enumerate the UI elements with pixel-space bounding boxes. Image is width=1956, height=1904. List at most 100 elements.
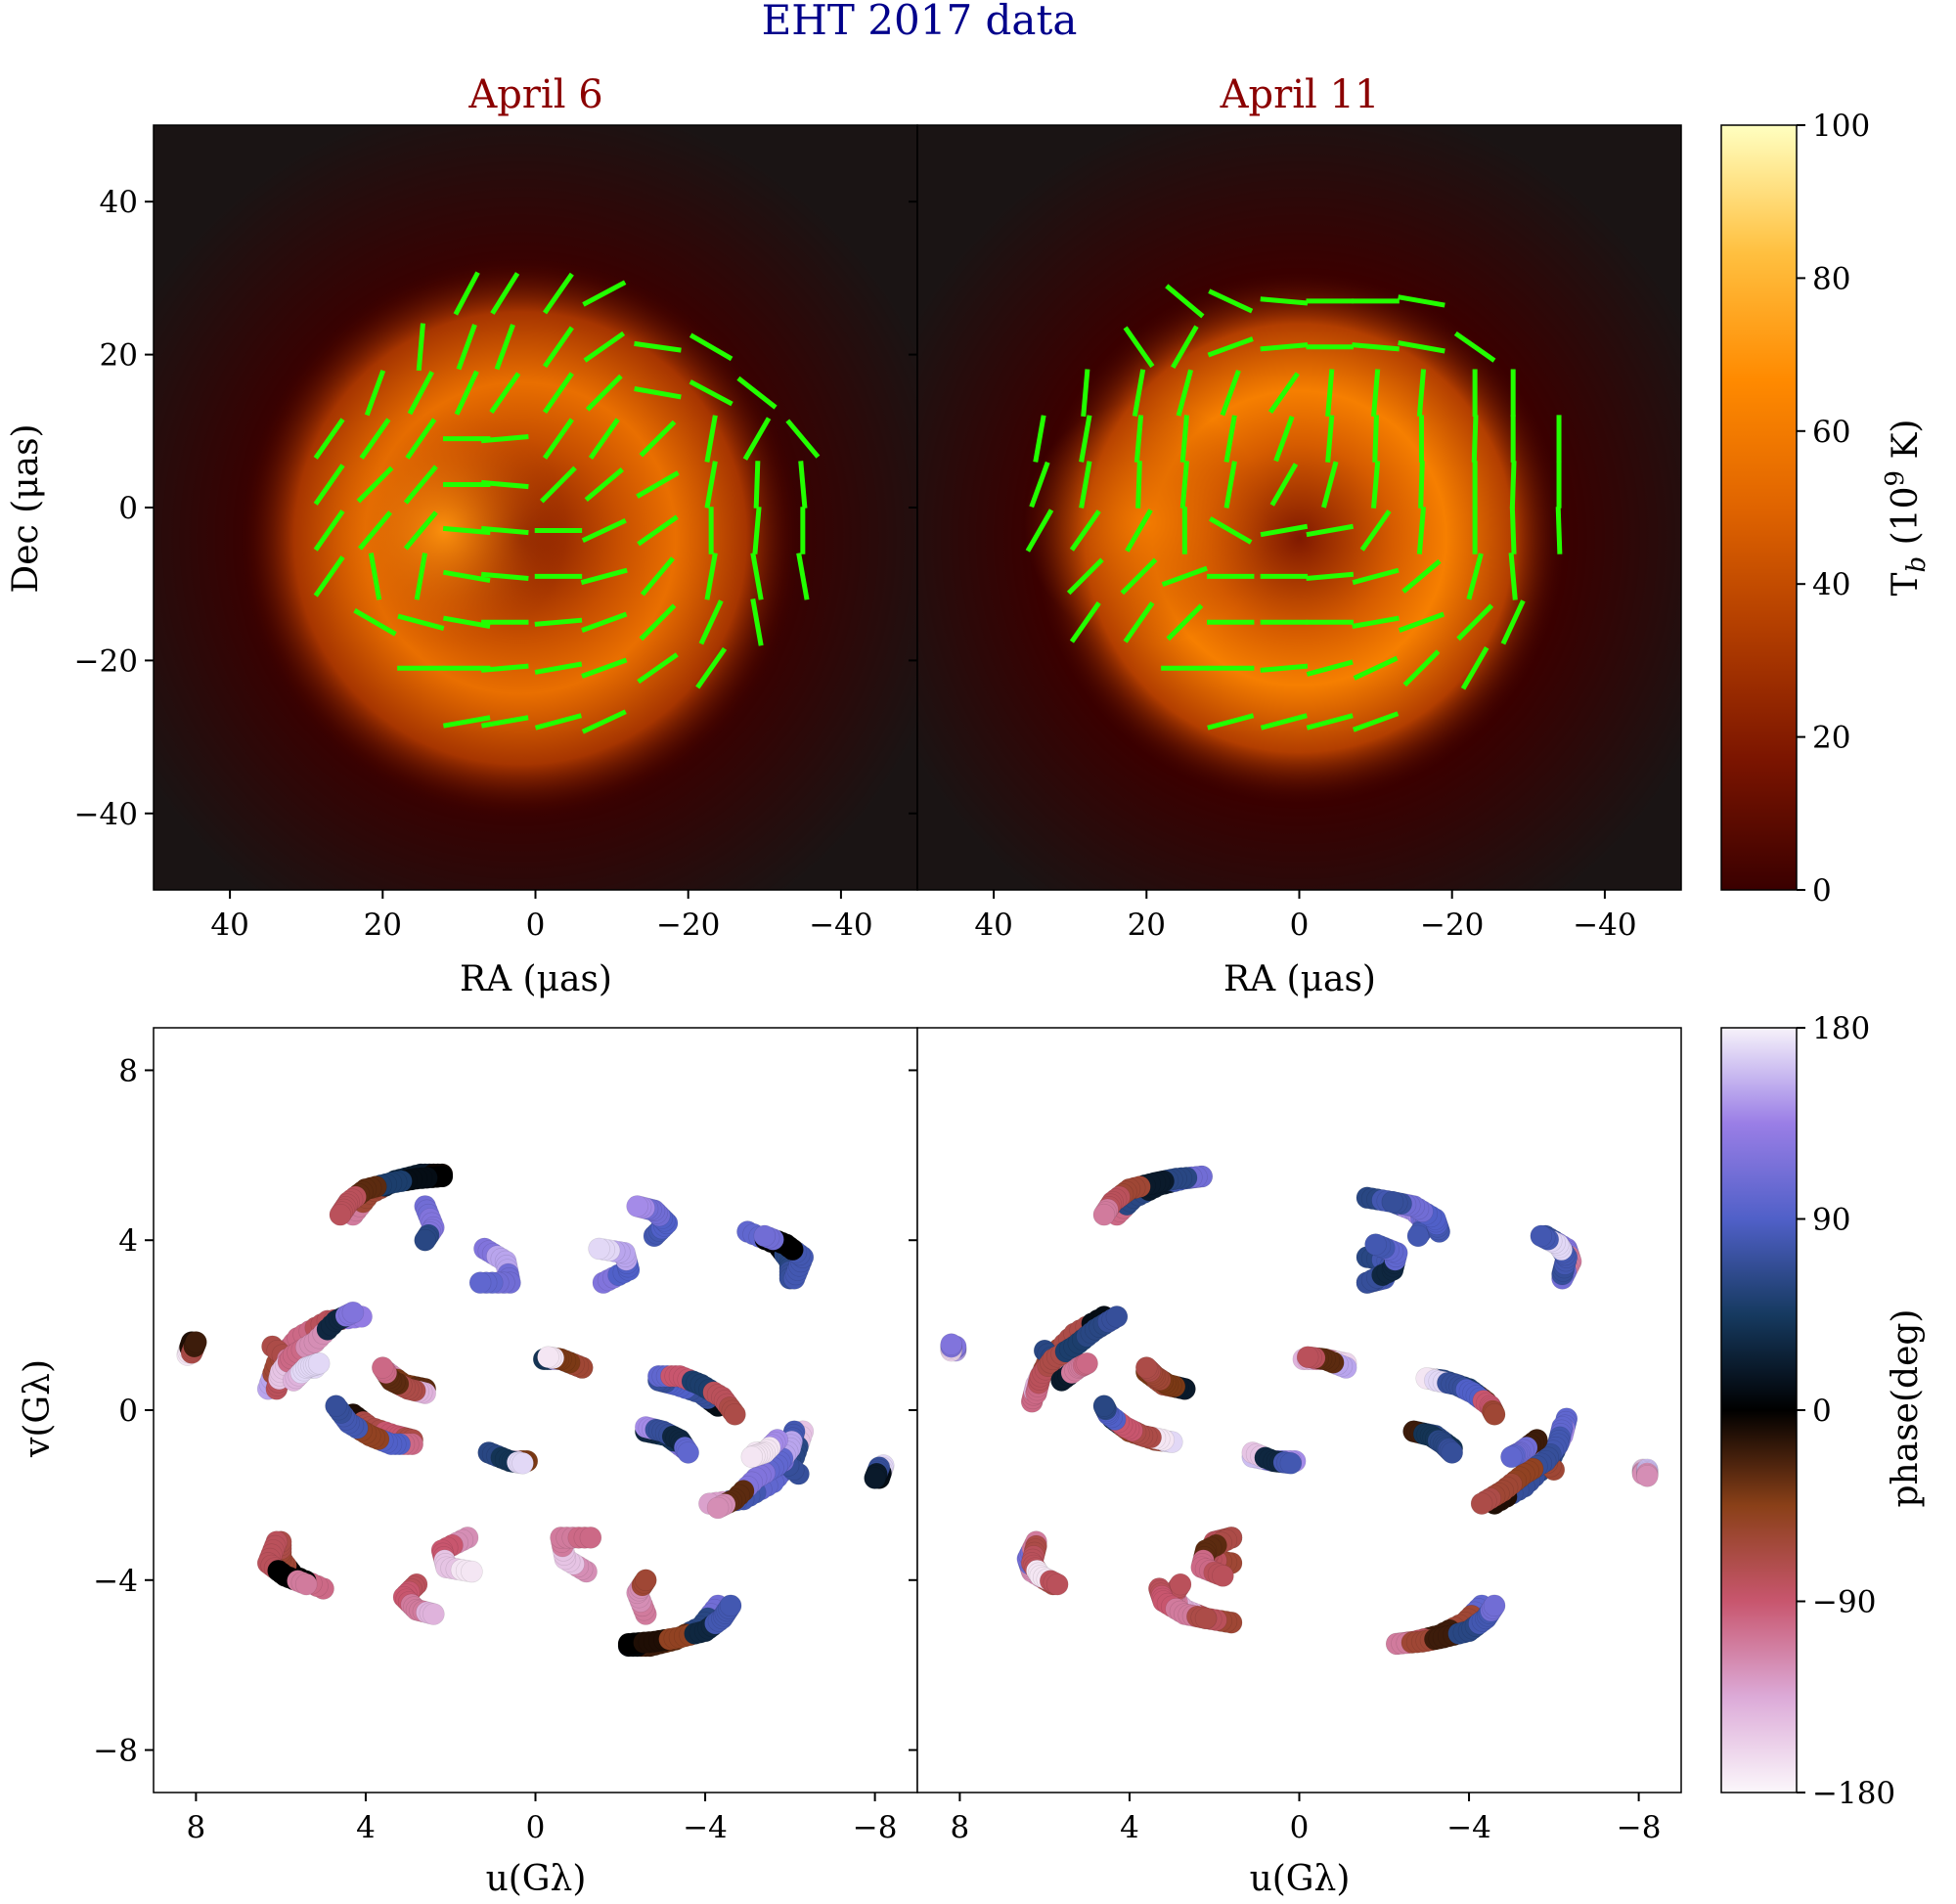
uv-point [1135,1356,1158,1379]
evpa-tick [1132,369,1146,418]
evpa-tick [1460,645,1489,690]
uv-point [1076,1351,1098,1375]
y-axis-label-dec: Dec (μas) [6,423,46,593]
uv-point [468,1271,492,1294]
evpa-tick [640,556,675,597]
evpa-tick [1402,649,1441,687]
x-axis-label-ra-april-6: RA (μas) [460,959,612,999]
evpa-tick [1370,369,1381,418]
colorbar-label-brightness-symbol: T [1886,572,1926,596]
evpa-tick [581,657,628,679]
evpa-tick [414,553,428,600]
uv-point [1045,1572,1069,1596]
uv-background [154,1028,917,1793]
evpa-tick [1220,370,1241,417]
uv-point [1381,1190,1404,1214]
evpa-tick [1508,553,1518,600]
evpa-tick [753,461,761,509]
x-tick-label: 40 [974,908,1012,943]
evpa-tick [1509,507,1517,554]
evpa-tick [639,603,677,642]
x-tick-label: 8 [951,1810,970,1845]
uv-point [294,1572,318,1596]
evpa-tick [1398,294,1445,308]
evpa-tick [1321,461,1339,509]
evpa-tick [1260,296,1309,306]
uv-point [706,1496,730,1520]
colorbar-tick-label: 60 [1812,415,1850,450]
evpa-tick [584,467,624,503]
evpa-tick [1398,340,1445,354]
evpa-tick [490,272,520,315]
evpa-tick [798,461,808,509]
colorbar-tick-label: 0 [1812,1394,1832,1429]
uv-point [185,1331,207,1353]
evpa-tick [1079,461,1092,509]
evpa-tick [1260,713,1308,731]
uv-point [1279,1452,1303,1475]
evpa-tick [1372,415,1379,463]
evpa-tick [368,553,382,600]
evpa-tick [356,465,394,504]
x-tick-label: 20 [1128,908,1166,943]
evpa-tick [1081,369,1090,418]
uv-point [579,1527,602,1549]
evpa-tick [1353,655,1399,681]
colorbar-label-brightness-exponent: 9 [1881,470,1910,487]
uv-point [719,1594,742,1617]
evpa-tick [1398,611,1445,633]
evpa-tick [1120,557,1158,596]
uv-point [341,1301,365,1324]
evpa-tick [534,661,583,675]
x-tick-label: −8 [853,1810,898,1845]
evpa-tick [1223,415,1237,463]
evpa-tick [637,514,679,547]
uv-point [1364,1233,1387,1256]
evpa-tick [1306,523,1355,538]
evpa-tick [1179,415,1189,463]
uv-point [1500,1445,1523,1469]
image-bright-spot [1024,400,1269,645]
evpa-tick [1500,599,1526,645]
evpa-tick [1416,369,1427,418]
uv-point [422,1603,445,1625]
colorbar-label-brightness-subscript: b [1902,556,1932,573]
evpa-tick [581,517,627,543]
colorbar-tick-label: 90 [1812,1203,1850,1238]
colorbar-tick-label: 20 [1812,721,1850,756]
evpa-tick [1325,369,1335,418]
evpa-tick [442,615,491,629]
uv-point [626,1195,648,1218]
uv-panel-april-11: 8 4 0 −4 −8 [909,1027,1682,1845]
evpa-tick [359,418,391,460]
evpa-tick [480,663,529,673]
evpa-tick [1456,603,1494,642]
evpa-tick [1306,659,1354,677]
evpa-tick [1273,415,1295,463]
panel-title-april-6: April 6 [467,72,602,117]
evpa-tick [405,418,437,460]
evpa-tick [698,599,724,645]
evpa-tick [442,525,491,536]
evpa-tick [1165,284,1205,319]
evpa-tick [1079,415,1092,463]
evpa-tick [1033,415,1046,463]
colorbar-tick-label: 180 [1812,1011,1870,1046]
evpa-tick [1166,603,1204,642]
evpa-tick [580,567,628,586]
x-tick-label: −40 [1573,908,1636,943]
y-tick-label: −20 [74,643,138,679]
evpa-tick [736,376,778,410]
evpa-tick [494,324,515,371]
y-tick-label: 40 [100,185,138,220]
evpa-tick [364,370,386,417]
evpa-tick [1260,342,1309,352]
y-tick-label: −8 [93,1734,138,1769]
uv-point [307,1351,331,1375]
evpa-tick [542,326,574,369]
colorbar-brightness: 100 80 60 40 20 0 [1720,109,1870,908]
evpa-tick [1125,509,1153,553]
evpa-tick [742,417,772,461]
panel-title-april-11: April 11 [1220,72,1380,117]
uv-point [414,1228,436,1252]
